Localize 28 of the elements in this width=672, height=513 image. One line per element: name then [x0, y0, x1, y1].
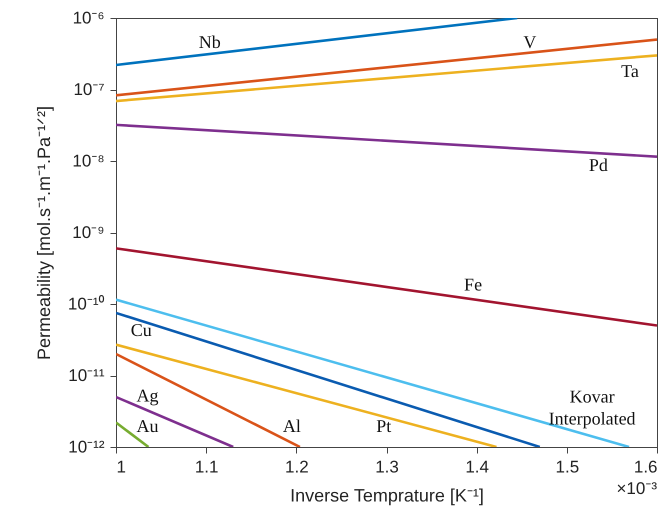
y-tick-label: 10⁻¹² [68, 438, 105, 456]
x-tick-label: 1 [116, 458, 126, 476]
series-label: Cu [130, 320, 152, 340]
y-tick-label: 10⁻⁸ [72, 152, 104, 170]
x-tick-label: 1.2 [285, 458, 309, 476]
x-tick-label: 1.1 [194, 458, 218, 476]
series-label: Fe [464, 274, 482, 295]
x-tick-label: 1.5 [556, 458, 580, 476]
y-tick-label: 10⁻⁶ [72, 8, 104, 28]
x-axis-title: Inverse Temprature [K⁻¹] [290, 486, 484, 506]
series-label: Al [282, 416, 301, 436]
y-tick-label: 10⁻⁷ [73, 80, 104, 99]
y-tick-label: 10⁻¹¹ [68, 366, 105, 385]
series-label: Kovar Interpolated [548, 386, 636, 429]
series-label: Ta [621, 60, 639, 81]
x-tick-label: 1.6 [634, 458, 658, 476]
series-label: Pd [588, 155, 608, 176]
series-label: V [523, 32, 536, 52]
series-label: Nb [198, 32, 221, 52]
text: ×10⁻³ [616, 479, 658, 498]
series-label: Ag [136, 385, 159, 406]
y-tick-label: 10⁻⁹ [72, 223, 104, 242]
x-tick-label: 1.3 [375, 458, 399, 476]
y-tick-label: 10⁻¹⁰ [68, 294, 104, 314]
series-label: Pt [376, 416, 392, 436]
x-tick-label: 1.4 [465, 458, 489, 476]
series-label: Au [136, 416, 159, 436]
y-axis-title: Permeability [mol.s⁻¹.m⁻¹.Pa⁻¹ᐟ²] [34, 106, 54, 360]
